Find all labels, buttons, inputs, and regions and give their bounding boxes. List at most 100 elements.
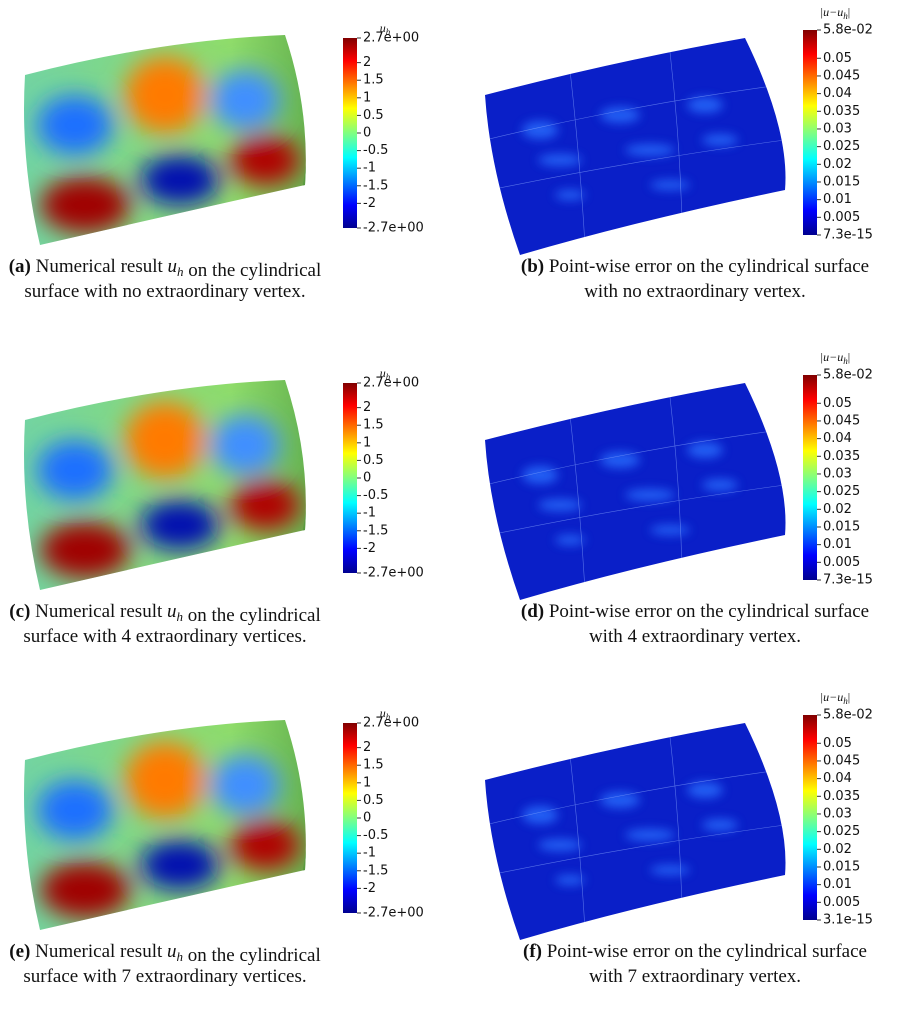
colorbar-label: 0.025: [823, 484, 860, 499]
colorbar-label: -0.5: [363, 143, 388, 158]
colorbar-label: 0.03: [823, 121, 852, 136]
colorbar-label: 1: [363, 90, 371, 105]
colorbar-label: 1: [363, 775, 371, 790]
colorbar-label: -2: [363, 541, 376, 556]
caption-math-sub: h: [177, 949, 184, 964]
surface-render: [470, 685, 800, 945]
caption-label: (e): [9, 941, 30, 962]
colorbar-label: 0.015: [823, 519, 860, 534]
colorbar-label: -0.5: [363, 488, 388, 503]
title-sub: h: [843, 11, 848, 21]
colorbar-label: -2: [363, 196, 376, 211]
colorbar-label: 0.015: [823, 174, 860, 189]
caption-line: (a) Numerical result uh on the cylindric…: [9, 256, 322, 281]
colorbar-label: 0: [363, 126, 371, 141]
colorbar-label: 0.05: [823, 396, 852, 411]
surface-render: [0, 345, 330, 605]
colorbar-label: 0.025: [823, 139, 860, 154]
colorbar-label: 0.045: [823, 413, 860, 428]
colorbar-label: -1: [363, 506, 376, 521]
colorbar-label: 0.02: [823, 502, 852, 517]
surface-render: [0, 0, 330, 260]
title-main: u: [380, 366, 386, 380]
colorbar-label: 0.04: [823, 431, 852, 446]
caption-label: (d): [521, 601, 544, 622]
colorbar: [343, 38, 357, 228]
caption-text: Point-wise error on the cylindrical surf…: [542, 941, 867, 962]
colorbar-label: 5.8e-02: [823, 23, 873, 38]
colorbar-label: 2: [363, 400, 371, 415]
caption-text: Point-wise error on the cylindrical surf…: [544, 601, 869, 622]
colorbar-label: 0.035: [823, 789, 860, 804]
colorbar-label: 0.02: [823, 157, 852, 172]
colorbar-label: -1.5: [363, 863, 388, 878]
caption-math: u: [167, 941, 177, 962]
title-main: |u−u: [820, 350, 843, 364]
colorbar-label: 0.005: [823, 555, 860, 570]
colorbar-label: 1.5: [363, 73, 384, 88]
colorbar-label: 1.5: [363, 758, 384, 773]
colorbar-label: 0.025: [823, 824, 860, 839]
caption-text: Numerical result: [30, 601, 167, 622]
colorbar-label: 0.015: [823, 859, 860, 874]
caption-line: (e) Numerical result uh on the cylindric…: [9, 941, 320, 966]
surface-render: [470, 0, 800, 260]
colorbar-label: 0.05: [823, 51, 852, 66]
colorbar-label: 0.035: [823, 104, 860, 119]
colorbar-label: 0.02: [823, 842, 852, 857]
surface-render: [0, 685, 330, 945]
caption-math: u: [167, 601, 177, 622]
caption-line: with no extraordinary vertex.: [584, 281, 806, 302]
caption-label: (c): [9, 601, 30, 622]
colorbar-label: 2.7e+00: [363, 376, 419, 391]
caption-math-sub: h: [177, 609, 184, 624]
colorbar-label: 5.8e-02: [823, 708, 873, 723]
surface-render: [470, 345, 800, 605]
colorbar-label: 3.1e-15: [823, 913, 873, 928]
caption-text: Numerical result: [30, 941, 167, 962]
colorbar-label: 0.035: [823, 449, 860, 464]
title-tail: |: [848, 350, 850, 364]
colorbar-title: |u−uh|: [820, 690, 850, 706]
caption-line: surface with no extraordinary vertex.: [24, 281, 305, 302]
colorbar-label: 0.04: [823, 86, 852, 101]
colorbar-label: 5.8e-02: [823, 368, 873, 383]
colorbar-label: 0.005: [823, 895, 860, 910]
colorbar-title: |u−uh|: [820, 350, 850, 366]
colorbar: [803, 375, 817, 580]
colorbar-label: 2.7e+00: [363, 31, 419, 46]
title-sub: h: [843, 696, 848, 706]
caption-label: (b): [521, 256, 544, 277]
colorbar-label: 1: [363, 435, 371, 450]
caption-math-sub: h: [177, 264, 184, 279]
colorbar-label: 0.5: [363, 793, 384, 808]
colorbar-title: uh: [380, 366, 391, 382]
title-tail: |: [848, 5, 850, 19]
colorbar-label: 0.04: [823, 771, 852, 786]
colorbar-title: uh: [380, 706, 391, 722]
caption-line: (c) Numerical result uh on the cylindric…: [9, 601, 320, 626]
caption-label: (a): [9, 256, 31, 277]
colorbar-label: -2.7e+00: [363, 906, 424, 921]
colorbar-label: 2.7e+00: [363, 716, 419, 731]
colorbar-label: -2: [363, 881, 376, 896]
caption-line: surface with 7 extraordinary vertices.: [23, 966, 306, 987]
caption-text: on the cylindrical: [184, 260, 322, 281]
colorbar-label: 0.045: [823, 68, 860, 83]
colorbar-label: -1.5: [363, 178, 388, 193]
colorbar-label: 1.5: [363, 418, 384, 433]
colorbar-label: 0.05: [823, 736, 852, 751]
colorbar-label: 0.01: [823, 192, 852, 207]
title-sub: h: [386, 27, 391, 37]
colorbar-label: 0.01: [823, 877, 852, 892]
caption-math: u: [168, 256, 178, 277]
colorbar-label: 0.045: [823, 753, 860, 768]
caption-text: Numerical result: [31, 256, 168, 277]
colorbar-label: 0: [363, 471, 371, 486]
colorbar-label: 0.03: [823, 466, 852, 481]
title-main: |u−u: [820, 5, 843, 19]
colorbar-label: -1: [363, 846, 376, 861]
colorbar-label: 7.3e-15: [823, 228, 873, 243]
caption-line: (b) Point-wise error on the cylindrical …: [521, 256, 869, 277]
